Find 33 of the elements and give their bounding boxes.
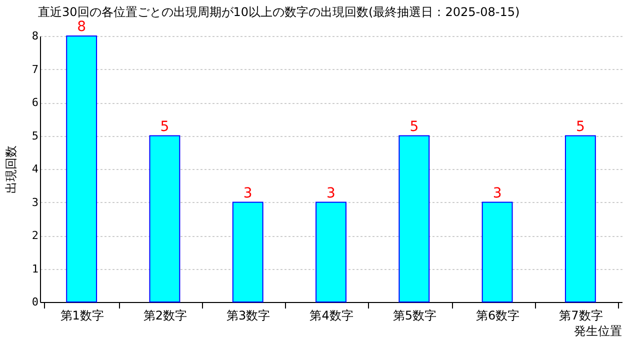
- x-tick-label: 第2数字: [143, 308, 188, 322]
- bar: [564, 135, 596, 302]
- y-tick-label: 4: [32, 162, 39, 176]
- bar: [316, 202, 346, 302]
- y-tick-label: 7: [32, 62, 38, 76]
- x-tick-label: 第7数字: [559, 308, 603, 322]
- y-tick-label: 8: [32, 30, 38, 42]
- x-tick-label: 第5数字: [392, 308, 436, 322]
- bar: [398, 135, 430, 302]
- x-tick-label: 第4数字: [310, 308, 354, 322]
- bar: [149, 135, 180, 302]
- y-tick-label: 6: [32, 96, 38, 109]
- x-tick-label: 第1数字: [60, 308, 104, 322]
- data-label: 3: [492, 185, 502, 202]
- y-tick-label: 1: [32, 262, 38, 276]
- data-label: 3: [326, 185, 336, 202]
- x-tick-label: 第3数字: [226, 308, 270, 322]
- data-label: 5: [576, 118, 585, 135]
- bar: [232, 202, 264, 302]
- bar: [482, 202, 513, 302]
- x-axis-title: 発生位置: [574, 324, 622, 338]
- y-axis-title: 出現回数: [4, 146, 18, 194]
- data-label: 5: [160, 118, 170, 135]
- chart-title: 直近30回の各位置ごとの出現周期が10以上の数字の出現回数(最終抽選日：2025-08-15): [38, 5, 520, 19]
- y-tick-label: 0: [32, 296, 38, 308]
- y-tick-label: 3: [32, 196, 38, 209]
- y-tick-label: 2: [32, 229, 38, 242]
- bar: [66, 36, 98, 302]
- x-tick-label: 第6数字: [476, 308, 520, 322]
- data-label: 8: [77, 19, 86, 35]
- data-label: 3: [243, 185, 252, 202]
- y-tick-label: 5: [32, 129, 38, 142]
- data-label: 5: [410, 118, 419, 135]
